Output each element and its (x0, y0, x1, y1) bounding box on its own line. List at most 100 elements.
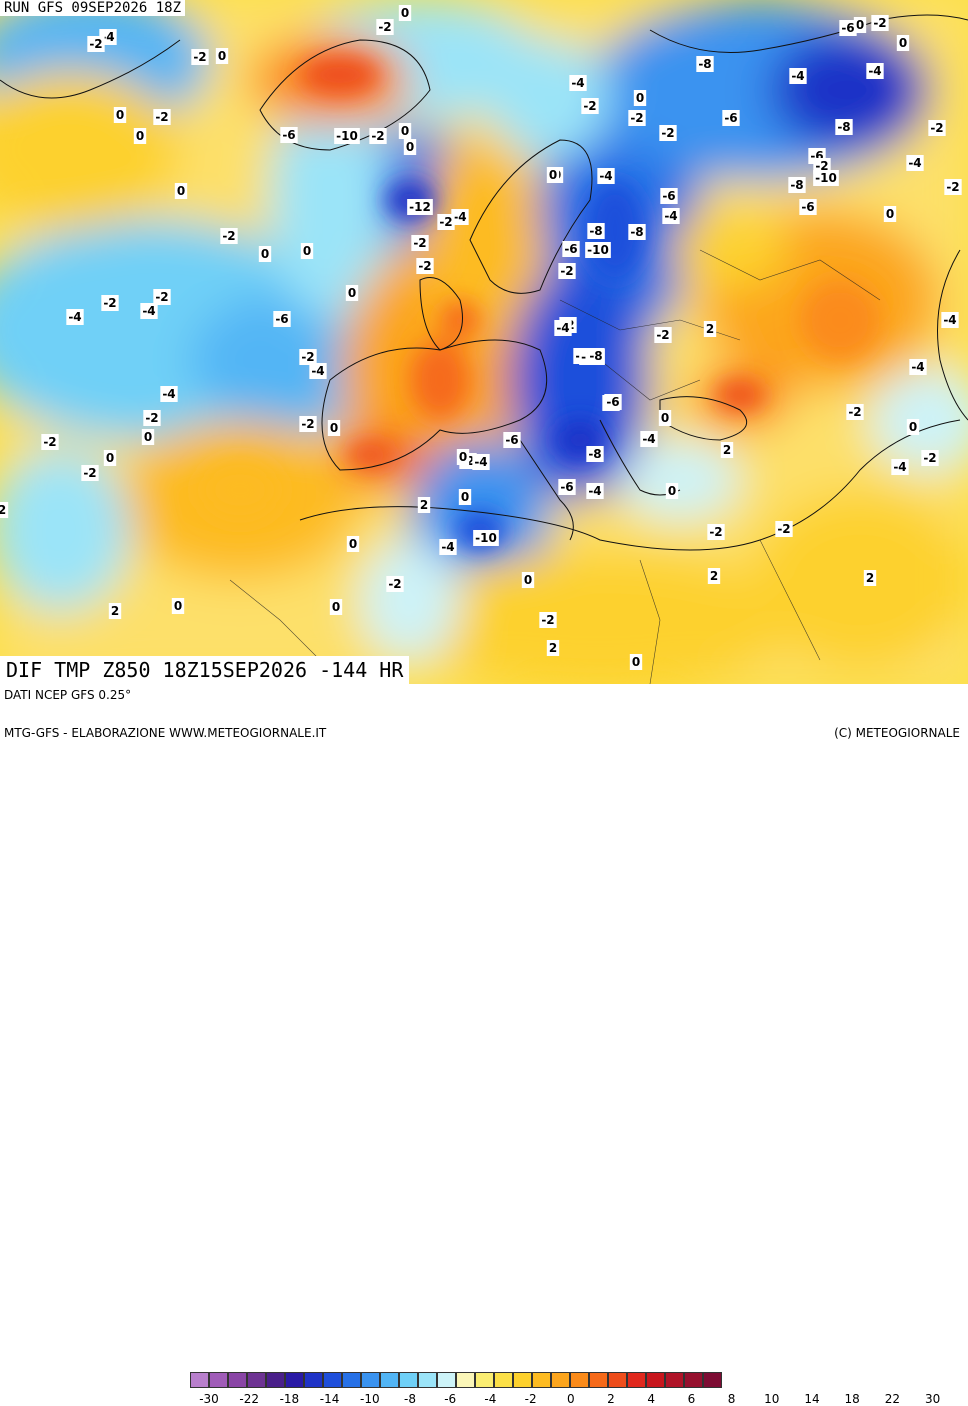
contour-value-label: 0 (398, 123, 412, 139)
contour-value-text: -4 (453, 210, 466, 224)
legend-swatch (570, 1372, 589, 1388)
contour-value-label: -4 (451, 209, 469, 225)
contour-value-label: 0 (171, 598, 185, 614)
contour-value-text: 0 (401, 124, 409, 138)
label-background (376, 19, 394, 35)
contour-value-label: -4 (866, 63, 884, 79)
legend-swatch (190, 1372, 209, 1388)
contour-value-text: -4 (599, 169, 612, 183)
contour-value-text: 0 (909, 420, 917, 434)
contour-value-label: -4 (554, 320, 572, 336)
legend-swatch (665, 1372, 684, 1388)
legend-swatch (323, 1372, 342, 1388)
contour-value-label: -4 (569, 75, 587, 91)
legend-tick-label: -18 (279, 1392, 300, 1406)
contour-value-label: 2 (863, 570, 877, 586)
label-background (258, 246, 272, 262)
contour-value-text: -2 (371, 129, 384, 143)
legend-swatch (266, 1372, 285, 1388)
contour-value-label: -6 (604, 394, 622, 410)
contour-value-label: -2 (143, 410, 161, 426)
contour-value-text: -2 (709, 525, 722, 539)
contour-value-text: -2 (661, 126, 674, 140)
contour-value-text: -2 (193, 50, 206, 64)
label-background (662, 208, 680, 224)
contour-value-label: -8 (586, 446, 604, 462)
label-background (813, 170, 839, 186)
contour-value-text: 0 (632, 655, 640, 669)
contour-value-label: 0 (629, 654, 643, 670)
temperature-anomaly-map: -4-20-20-2 0 -200 -20 -6 -10 -2 00-12-4-20-20 0-… (0, 0, 968, 684)
contour-value-text: -2 (413, 236, 426, 250)
contour-value-text: -6 (275, 312, 288, 326)
contour-value-label: -2 (871, 15, 889, 31)
contour-value-text: -2 (656, 328, 669, 342)
contour-value-label: 0 (883, 206, 897, 222)
legend-swatch (551, 1372, 570, 1388)
contour-value-text: 2 (0, 503, 6, 517)
label-background (280, 127, 298, 143)
label-background (398, 123, 412, 139)
legend-swatch (475, 1372, 494, 1388)
contour-value-text: 0 (218, 49, 226, 63)
label-background (472, 454, 490, 470)
legend-swatch (399, 1372, 418, 1388)
label-background (891, 459, 909, 475)
label-background (299, 416, 317, 432)
contour-value-label: -2 (191, 49, 209, 65)
label-background (437, 214, 455, 230)
contour-value-text: -2 (222, 229, 235, 243)
legend-tick-label: -30 (199, 1392, 219, 1406)
contour-value-label: -4 (439, 539, 457, 555)
legend-swatch (532, 1372, 551, 1388)
contour-value-text: 0 (349, 537, 357, 551)
contour-value-text: 0 (636, 91, 644, 105)
label-background (81, 465, 99, 481)
legend-tick-label: 18 (844, 1392, 860, 1406)
contour-value-text: -2 (145, 411, 158, 425)
legend-swatch (589, 1372, 608, 1388)
contour-value-text: -4 (642, 432, 655, 446)
contour-value-label: -6 (722, 110, 740, 126)
contour-value-text: -4 (588, 484, 601, 498)
contour-value-label: 0 (345, 285, 359, 301)
legend-tick-label: 14 (804, 1392, 820, 1406)
label-background (108, 603, 122, 619)
label-background (539, 612, 557, 628)
contour-value-text: 2 (723, 443, 731, 457)
contour-value-label: -4 (160, 386, 178, 402)
contour-value-label: 0 (346, 536, 360, 552)
label-background (369, 128, 387, 144)
contour-value-text: -2 (923, 451, 936, 465)
contour-value-text: 0 (406, 140, 414, 154)
contour-value-label: -4 (909, 359, 927, 375)
contour-value-label: -10 (334, 128, 360, 144)
label-background (587, 348, 605, 364)
credit-right: (C) METEOGIORNALE (834, 726, 960, 740)
label-background (558, 263, 576, 279)
label-background (581, 98, 599, 114)
contour-value-text: -2 (439, 215, 452, 229)
contour-value-text: 0 (348, 286, 356, 300)
map-value-labels: -4-20-20-2 0 -200 -20 -6 -10 -2 00-12-4-20-20 0-… (0, 5, 962, 670)
legend-tick-label: 0 (566, 1392, 575, 1406)
contour-value-text: -4 (571, 76, 584, 90)
label-background (113, 107, 127, 123)
contour-value-label: 0 (215, 48, 229, 64)
label-background (473, 530, 499, 546)
contour-value-text: -10 (475, 531, 497, 545)
contour-value-text: -4 (911, 360, 924, 374)
contour-value-label: -2 (299, 416, 317, 432)
label-background (140, 303, 158, 319)
label-background (906, 419, 920, 435)
label-background (909, 359, 927, 375)
label-background (562, 241, 580, 257)
label-background (604, 394, 622, 410)
label-background (174, 183, 188, 199)
label-background (546, 167, 560, 183)
contour-value-text: -8 (630, 225, 643, 239)
label-background (696, 56, 714, 72)
contour-value-text: -2 (930, 121, 943, 135)
contour-value-label: -6 (273, 311, 291, 327)
contour-value-text: -6 (841, 21, 854, 35)
